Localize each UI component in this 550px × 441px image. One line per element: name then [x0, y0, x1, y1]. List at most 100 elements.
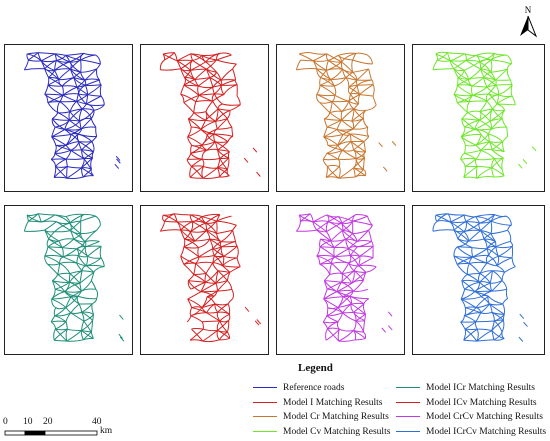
road-segment [187, 298, 193, 308]
road-segment [333, 85, 337, 96]
road-segment [467, 274, 480, 283]
road-segment [495, 84, 513, 86]
road-segment [189, 60, 193, 71]
road-segment [183, 84, 199, 87]
road-segment [465, 144, 477, 147]
north-arrow-right-icon [527, 15, 538, 38]
road-segment [85, 79, 100, 86]
road-segment [496, 265, 506, 273]
road-segment [64, 120, 81, 130]
road-segment [55, 307, 67, 310]
road-segment [352, 71, 358, 81]
road-segment [62, 94, 77, 102]
legend-label: Model Cr Matching Results [283, 412, 389, 422]
road-segment [216, 167, 220, 178]
road-segment [38, 213, 55, 216]
road-segment [231, 127, 234, 137]
road-fragment [388, 325, 393, 331]
legend-line-icon [253, 431, 277, 433]
road-segment [323, 158, 339, 161]
road-segment [198, 248, 214, 258]
road-segment [206, 133, 215, 135]
road-segment [491, 118, 503, 130]
road-segment [76, 100, 87, 105]
road-segment [81, 126, 96, 130]
legend-label: Model CrCv Matching Results [426, 412, 543, 422]
map-panel-model-i [140, 44, 269, 192]
road-segment [193, 101, 197, 113]
road-segment [65, 296, 72, 308]
road-segment [221, 240, 236, 248]
road-segment [489, 303, 505, 315]
road-segment [436, 59, 451, 62]
road-segment [164, 213, 175, 222]
road-segment [69, 111, 81, 122]
road-segment [54, 149, 71, 154]
road-segment [464, 312, 481, 317]
road-segment [183, 263, 195, 275]
road-segment [66, 176, 84, 180]
road-segment [70, 296, 80, 305]
road-segment [372, 95, 377, 106]
road-segment [56, 60, 71, 70]
road-segment [359, 84, 374, 95]
road-segment [479, 61, 482, 70]
road-segment [99, 79, 102, 86]
road-segment [341, 69, 347, 78]
road-segment [330, 79, 335, 87]
road-segment [91, 298, 98, 305]
road-segment [180, 246, 185, 257]
road-segment [483, 77, 497, 86]
road-segment [327, 321, 339, 330]
road-segment [47, 240, 60, 248]
road-segment [342, 229, 353, 235]
road-segment [486, 100, 493, 110]
road-segment [506, 54, 512, 65]
road-segment [216, 229, 233, 235]
road-segment [229, 104, 241, 111]
road-segment [215, 271, 231, 284]
road-segment [84, 68, 98, 81]
road-segment [490, 118, 503, 122]
road-segment [475, 307, 482, 313]
road-segment [77, 246, 86, 256]
legend-line-icon [396, 431, 420, 433]
road-segment [197, 85, 200, 96]
road-segment [355, 320, 364, 333]
road-segment [85, 94, 89, 105]
road-segment [73, 77, 86, 81]
road-segment [502, 136, 508, 142]
road-segment [463, 229, 481, 233]
road-segment [206, 312, 221, 322]
road-segment [490, 221, 493, 234]
road-segment [216, 215, 232, 222]
road-segment [352, 280, 364, 292]
road-segment [65, 144, 72, 151]
road-segment [87, 245, 102, 257]
road-segment [57, 111, 71, 114]
road-segment [81, 288, 96, 292]
legend-line-icon [396, 387, 420, 389]
road-segment [73, 77, 86, 86]
road-segment [54, 152, 67, 160]
road-segment [453, 246, 458, 256]
road-segment [475, 166, 478, 179]
road-segment [99, 246, 102, 259]
road-segment [464, 321, 477, 330]
road-segment [353, 265, 359, 272]
road-segment [80, 68, 97, 73]
road-segment [319, 238, 322, 248]
road-segment [334, 248, 350, 258]
road-segment [337, 295, 351, 308]
road-segment [471, 247, 474, 258]
road-segment [471, 77, 485, 87]
road-segment [323, 296, 344, 300]
road-segment [51, 299, 57, 309]
road-segment [479, 214, 495, 224]
road-segment [192, 55, 203, 61]
road-segment [48, 77, 60, 80]
road-segment [68, 111, 71, 121]
road-segment [432, 59, 438, 70]
road-segment [469, 263, 481, 274]
road-segment [190, 222, 206, 233]
